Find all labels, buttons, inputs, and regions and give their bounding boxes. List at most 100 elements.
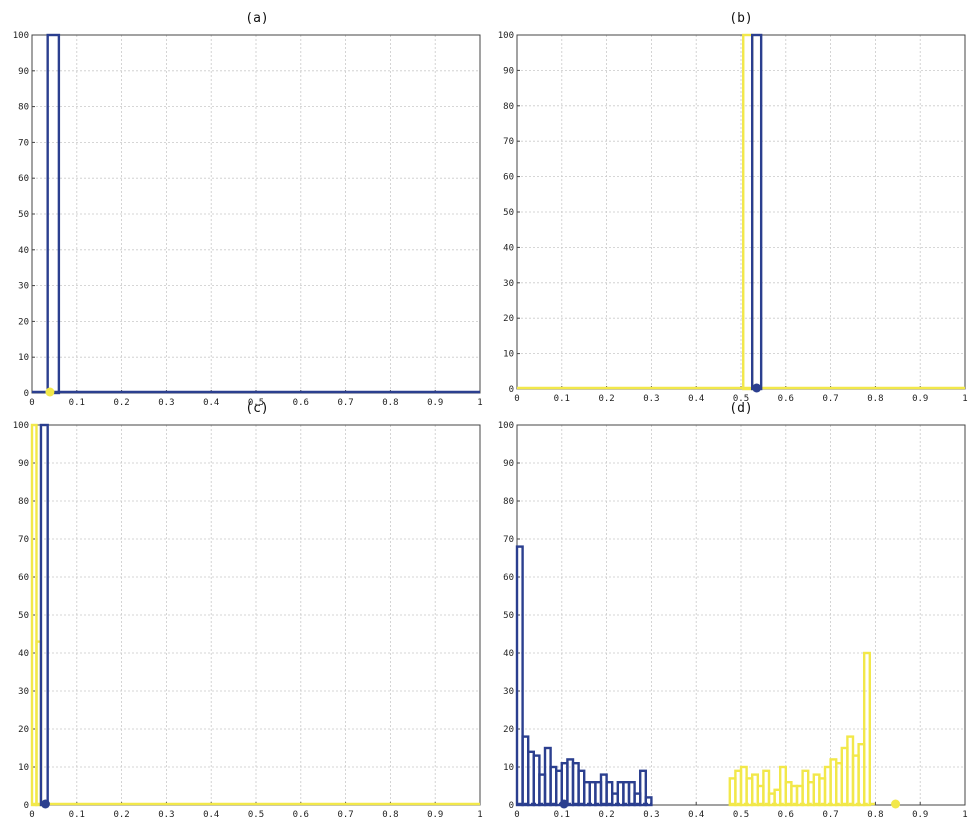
x-tick-label: 0.4 (203, 810, 219, 820)
y-tick-label: 100 (498, 421, 514, 431)
y-tick-label: 0 (509, 385, 514, 395)
x-tick-label: 0.4 (203, 398, 219, 408)
y-tick-label: 20 (18, 317, 29, 327)
y-tick-label: 70 (18, 535, 29, 545)
x-tick-label: 0.5 (248, 398, 264, 408)
y-tick-label: 60 (503, 173, 514, 183)
x-tick-label: 0.9 (912, 394, 928, 404)
y-tick-label: 20 (503, 725, 514, 735)
y-tick-label: 70 (503, 137, 514, 147)
y-tick-label: 10 (18, 763, 29, 773)
y-tick-label: 60 (18, 174, 29, 184)
y-tick-label: 60 (503, 573, 514, 583)
panel-0: (a)0 0.1 0.2 0.3 0.4 0.5 0.6 0.7 0.8 0.9 101020304… (13, 11, 483, 408)
y-tick-label: 100 (13, 421, 29, 431)
series-0 (30, 423, 480, 807)
y-tick-label: 10 (18, 353, 29, 363)
y-tick-label: 90 (18, 459, 29, 469)
x-tick-label: 1 (477, 810, 482, 820)
x-tick-label: 0.7 (337, 810, 353, 820)
x-tick-label: 0.5 (733, 394, 749, 404)
x-tick-label: 0.8 (382, 810, 398, 820)
y-tick-label: 40 (18, 649, 29, 659)
y-tick-label: 90 (503, 459, 514, 469)
y-tick-label: 40 (18, 246, 29, 256)
x-tick-label: 1 (477, 398, 482, 408)
y-tick-label: 30 (18, 687, 29, 697)
x-tick-label: 0 (514, 810, 519, 820)
y-tick-label: 10 (503, 350, 514, 360)
x-tick-label: 0.6 (293, 398, 309, 408)
y-tick-label: 100 (498, 31, 514, 41)
y-tick-label: 0 (24, 801, 29, 811)
x-tick-label: 0.3 (158, 810, 174, 820)
series-1 (728, 651, 876, 807)
mean-marker (559, 799, 569, 809)
y-tick-label: 40 (503, 243, 514, 253)
panel-title: (c) (245, 401, 268, 416)
x-tick-label: 0.8 (382, 398, 398, 408)
y-tick-label: 20 (503, 314, 514, 324)
x-tick-label: 0 (29, 810, 34, 820)
y-tick-label: 40 (503, 649, 514, 659)
x-tick-label: 0.8 (867, 810, 883, 820)
y-tick-label: 30 (503, 687, 514, 697)
panel-1: (b)0 0.1 0.2 0.3 0.4 0.5 0.6 0.7 0.8 0.9 101020304… (498, 11, 968, 404)
y-tick-label: 80 (503, 102, 514, 112)
x-tick-label: 0.9 (912, 810, 928, 820)
x-tick-label: 0.5 (248, 810, 264, 820)
x-tick-label: 0.2 (598, 394, 614, 404)
panel-title: (b) (729, 11, 752, 26)
y-tick-label: 70 (18, 138, 29, 148)
y-tick-label: 50 (503, 611, 514, 621)
x-tick-label: 0.7 (822, 810, 838, 820)
y-tick-label: 90 (503, 66, 514, 76)
y-tick-label: 80 (18, 497, 29, 507)
y-tick-label: 30 (503, 279, 514, 289)
x-tick-label: 0.2 (598, 810, 614, 820)
x-tick-label: 0.7 (822, 394, 838, 404)
x-tick-label: 0.6 (293, 810, 309, 820)
y-tick-label: 90 (18, 67, 29, 77)
x-tick-label: 0.2 (113, 810, 129, 820)
x-tick-label: 0.7 (337, 398, 353, 408)
x-tick-label: 1 (962, 394, 967, 404)
mean-marker (891, 799, 901, 809)
x-tick-label: 1 (962, 810, 967, 820)
y-tick-label: 10 (503, 763, 514, 773)
y-tick-label: 70 (503, 535, 514, 545)
x-tick-label: 0.3 (643, 810, 659, 820)
x-tick-label: 0.1 (554, 394, 570, 404)
x-tick-label: 0 (29, 398, 34, 408)
x-tick-label: 0 (514, 394, 519, 404)
mean-marker (45, 387, 55, 397)
mean-marker (40, 799, 50, 809)
x-tick-label: 0.6 (778, 810, 794, 820)
y-tick-label: 30 (18, 282, 29, 292)
y-tick-label: 20 (18, 725, 29, 735)
y-tick-label: 80 (18, 103, 29, 113)
panel-2: (c)0 0.1 0.2 0.3 0.4 0.5 0.6 0.7 0.8 0.9 101020304… (13, 401, 483, 820)
x-tick-label: 0.9 (427, 398, 443, 408)
mean-marker (752, 383, 762, 393)
panel-title: (a) (245, 11, 268, 26)
x-tick-label: 0.1 (69, 810, 85, 820)
y-tick-label: 50 (503, 208, 514, 218)
panel-title: (d) (729, 401, 752, 416)
histogram-bar (644, 796, 653, 807)
y-tick-label: 80 (503, 497, 514, 507)
x-tick-label: 0.1 (69, 398, 85, 408)
x-tick-label: 0.5 (733, 810, 749, 820)
x-tick-label: 0.8 (867, 394, 883, 404)
y-tick-label: 60 (18, 573, 29, 583)
x-tick-label: 0.4 (688, 394, 704, 404)
x-tick-label: 0.9 (427, 810, 443, 820)
x-tick-label: 0.2 (113, 398, 129, 408)
x-tick-label: 0.3 (158, 398, 174, 408)
y-tick-label: 50 (18, 611, 29, 621)
y-tick-label: 0 (509, 801, 514, 811)
y-tick-label: 50 (18, 210, 29, 220)
y-tick-label: 100 (13, 31, 29, 41)
panel-3: (d)0 0.1 0.2 0.3 0.4 0.5 0.6 0.7 0.8 0.9 101020304… (498, 401, 968, 820)
